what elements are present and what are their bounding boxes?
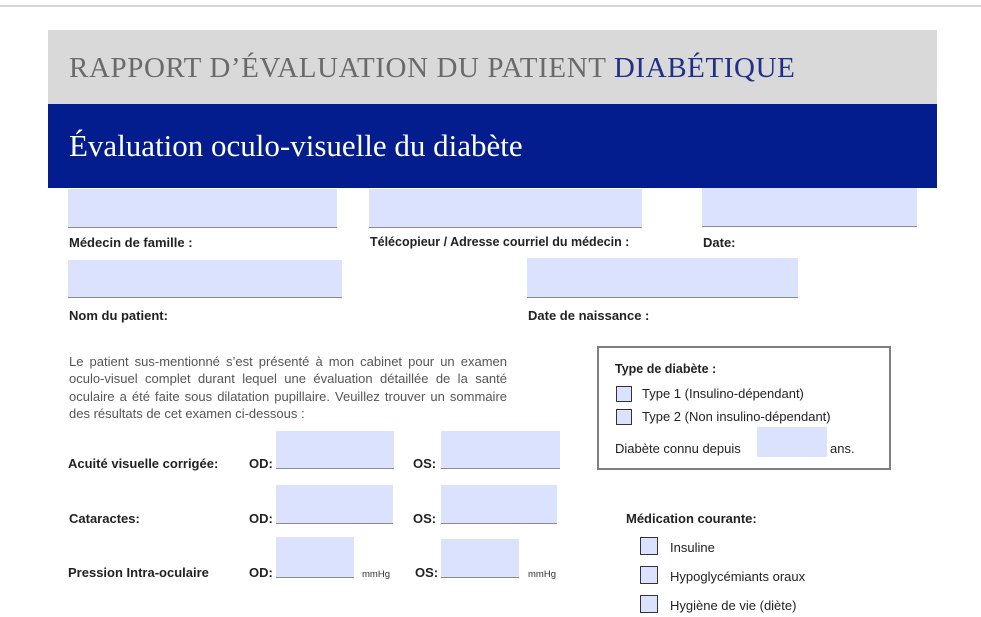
type2-label: Type 2 (Non insulino-dépendant) — [642, 409, 831, 424]
oral-hypoglycemics-label: Hypoglycémiants oraux — [670, 569, 806, 584]
top-divider — [0, 5, 981, 7]
visual-acuity-od-field[interactable] — [276, 431, 394, 469]
iop-label: Pression Intra-oculaire — [68, 565, 209, 580]
family-doctor-label: Médecin de famille : — [69, 235, 193, 250]
intro-paragraph: Le patient sus-mentionné s’est présenté … — [69, 354, 507, 421]
iop-od-field[interactable] — [276, 537, 354, 578]
fax-email-field[interactable] — [369, 189, 642, 228]
known-since-field[interactable] — [757, 427, 827, 457]
date-field[interactable] — [702, 188, 917, 227]
oral-hypoglycemics-checkbox[interactable] — [640, 566, 658, 584]
date-label: Date: — [703, 235, 736, 250]
section-header-band: Évaluation oculo-visuelle du diabète — [48, 104, 937, 188]
cataract-os-field[interactable] — [441, 485, 557, 524]
known-since-suffix: ans. — [830, 441, 855, 456]
visual-acuity-os-label: OS: — [413, 456, 437, 471]
fax-email-label: Télécopieur / Adresse courriel du médeci… — [370, 235, 630, 249]
insulin-label: Insuline — [670, 540, 715, 555]
iop-od-label: OD: — [249, 565, 273, 580]
report-title-accent: DIABÉTIQUE — [613, 52, 796, 84]
known-since-label: Diabète connu depuis — [615, 441, 741, 456]
report-header-band: RAPPORT D’ÉVALUATION DU PATIENT DIABÉTIQ… — [48, 30, 937, 104]
cataract-os-label: OS: — [413, 511, 437, 526]
cataract-od-label: OD: — [249, 511, 273, 526]
type2-checkbox[interactable] — [616, 409, 632, 425]
lifestyle-checkbox[interactable] — [640, 595, 658, 613]
diabetes-type-box: Type de diabète : Type 1 (Insulino-dépen… — [597, 346, 891, 470]
iop-od-unit: mmHg — [362, 569, 390, 580]
report-title: RAPPORT D’ÉVALUATION DU PATIENT DIABÉTIQ… — [69, 52, 795, 85]
type1-label: Type 1 (Insulino-dépendant) — [642, 386, 804, 401]
family-doctor-field[interactable] — [68, 189, 337, 228]
medication-title: Médication courante: — [626, 511, 757, 526]
visual-acuity-label: Acuité visuelle corrigée: — [68, 456, 219, 471]
patient-name-field[interactable] — [68, 260, 342, 298]
iop-os-field[interactable] — [441, 539, 519, 578]
patient-name-label: Nom du patient: — [69, 308, 168, 323]
visual-acuity-od-label: OD: — [249, 456, 273, 471]
birth-date-label: Date de naissance : — [528, 308, 650, 323]
visual-acuity-os-field[interactable] — [441, 431, 560, 469]
report-title-main: RAPPORT D’ÉVALUATION DU PATIENT — [69, 52, 614, 84]
insulin-checkbox[interactable] — [640, 537, 658, 555]
section-title: Évaluation oculo-visuelle du diabète — [69, 128, 523, 163]
cataract-od-field[interactable] — [276, 485, 393, 524]
type1-checkbox[interactable] — [616, 386, 632, 402]
lifestyle-label: Hygiène de vie (diète) — [670, 598, 797, 613]
cataract-label: Cataractes: — [69, 511, 140, 526]
iop-os-unit: mmHg — [528, 569, 556, 580]
iop-os-label: OS: — [415, 565, 439, 580]
birth-date-field[interactable] — [527, 258, 798, 298]
diabetes-type-title: Type de diabète : — [615, 362, 717, 376]
